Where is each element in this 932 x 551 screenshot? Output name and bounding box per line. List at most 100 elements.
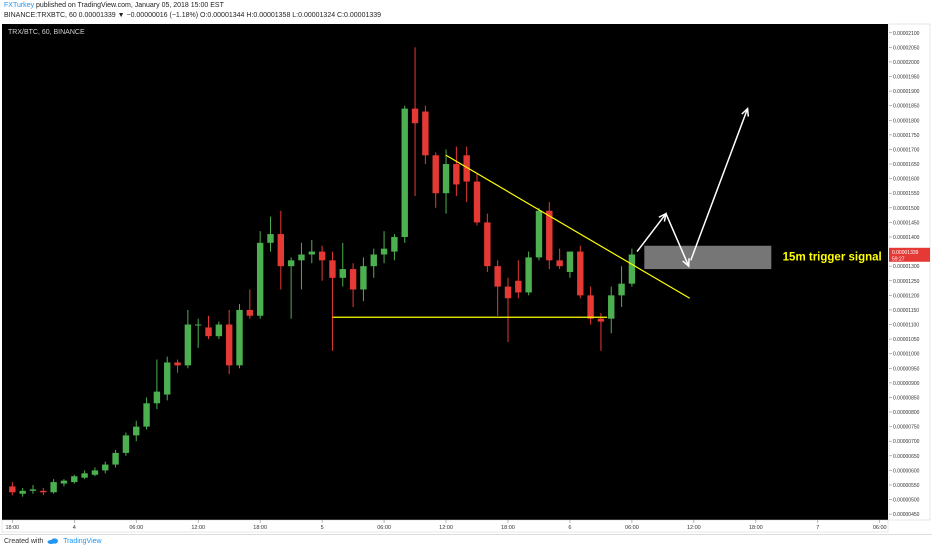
candle-body bbox=[628, 254, 636, 284]
candle-body bbox=[153, 391, 161, 404]
y-tick-label: 0.00001800 bbox=[893, 118, 920, 124]
candle-body bbox=[19, 490, 26, 494]
x-tick-label: 12:00 bbox=[191, 525, 205, 531]
y-tick-label: 0.00001900 bbox=[893, 89, 920, 95]
candle-up bbox=[236, 304, 243, 369]
candle-body bbox=[184, 324, 192, 366]
chart-header: FXTurkey published on TradingView.com, J… bbox=[0, 0, 932, 22]
candle-down bbox=[205, 315, 212, 340]
candle-down bbox=[515, 260, 522, 299]
y-tick-label: 0.00001500 bbox=[893, 206, 920, 212]
candle-body bbox=[535, 210, 543, 258]
candle-up bbox=[133, 420, 140, 442]
y-tick-label: 0.00001450 bbox=[893, 220, 920, 226]
candle-up bbox=[184, 309, 192, 369]
candle-body bbox=[391, 236, 398, 252]
trigger-signal-label: 15m trigger signal bbox=[783, 251, 882, 263]
candle-up bbox=[194, 318, 202, 348]
candle-body bbox=[401, 108, 408, 237]
candle-body bbox=[422, 111, 429, 156]
candle-body bbox=[318, 251, 326, 261]
candle-body bbox=[40, 490, 47, 493]
candle-up bbox=[256, 231, 264, 319]
candle-up bbox=[566, 251, 574, 278]
candle-up bbox=[380, 231, 388, 264]
candle-up bbox=[91, 467, 99, 477]
tradingview-brand-link[interactable]: TradingView bbox=[63, 538, 102, 545]
y-tick-label: 0.00001950 bbox=[893, 75, 920, 81]
trigger-zone bbox=[644, 245, 772, 270]
candle-body bbox=[122, 435, 130, 453]
candle-up bbox=[608, 286, 615, 334]
x-tick-label: 7 bbox=[816, 525, 819, 531]
resistance-line bbox=[445, 154, 691, 299]
candle-up bbox=[391, 234, 398, 261]
candle-up bbox=[618, 266, 625, 308]
candle-body bbox=[453, 164, 460, 185]
x-tick-label: 06:00 bbox=[377, 525, 391, 531]
price-chart[interactable]: TRX/BTC, 60, BINANCE 0.00002100 0.00002050… bbox=[0, 22, 932, 534]
y-tick-label: 0.00001600 bbox=[893, 177, 920, 183]
candle-down bbox=[174, 359, 181, 373]
footer: Created with TradingView bbox=[0, 534, 932, 551]
candle-body bbox=[60, 480, 68, 484]
x-tick-label: 18:00 bbox=[5, 525, 19, 531]
chart-panel[interactable]: TRX/BTC, 60, BINANCE 0.00002100 0.00002050… bbox=[0, 22, 932, 534]
y-tick-label: 0.00000750 bbox=[893, 425, 920, 431]
candle-body bbox=[91, 470, 99, 475]
x-tick-label: 4 bbox=[73, 525, 76, 531]
candle-up bbox=[112, 449, 119, 468]
candle-up bbox=[153, 359, 161, 410]
candle-body bbox=[442, 164, 450, 194]
x-tick-label: 06:00 bbox=[625, 525, 639, 531]
y-tick-label: 0.00000500 bbox=[893, 498, 920, 504]
candle-body bbox=[236, 309, 243, 366]
candle-up bbox=[535, 207, 543, 261]
candle-body bbox=[360, 266, 367, 290]
candle-up bbox=[164, 356, 171, 401]
projection-arrow-shaft bbox=[690, 108, 749, 261]
candle-down bbox=[577, 245, 584, 299]
y-tick-label: 0.00000550 bbox=[893, 483, 920, 489]
candle-body bbox=[194, 324, 202, 326]
candle-up bbox=[267, 216, 274, 252]
candle-body bbox=[515, 280, 522, 293]
author-link[interactable]: FXTurkey bbox=[4, 2, 35, 9]
candle-body bbox=[267, 234, 274, 243]
candle-body bbox=[287, 260, 295, 267]
x-tick-label: 5 bbox=[321, 525, 324, 531]
candle-down bbox=[494, 260, 501, 316]
candle-down bbox=[556, 248, 563, 270]
candle-body bbox=[133, 426, 140, 436]
candle-up bbox=[50, 479, 57, 494]
candle-body bbox=[143, 403, 150, 427]
candle-down bbox=[453, 146, 460, 197]
candle-up bbox=[143, 397, 150, 430]
y-tick-label: 0.00000450 bbox=[893, 512, 920, 518]
candle-up bbox=[442, 149, 450, 214]
candle-up bbox=[339, 242, 346, 287]
candle-down bbox=[463, 146, 470, 202]
time-axis bbox=[1, 519, 889, 533]
candle-body bbox=[329, 260, 336, 278]
candle-down bbox=[432, 152, 439, 208]
x-tick-label: 18:00 bbox=[501, 525, 515, 531]
y-tick-label: 0.00001200 bbox=[893, 293, 920, 299]
candle-down bbox=[546, 201, 553, 270]
projection-arrowhead bbox=[741, 106, 750, 117]
candle-body bbox=[525, 257, 532, 293]
candle-body bbox=[50, 482, 57, 493]
y-tick-label: 0.00000650 bbox=[893, 454, 920, 460]
candle-body bbox=[9, 486, 16, 493]
y-tick-label: 0.00000850 bbox=[893, 395, 920, 401]
candle-body bbox=[102, 464, 109, 471]
candle-body bbox=[484, 222, 491, 267]
candle-body bbox=[494, 266, 501, 287]
candle-body bbox=[164, 362, 171, 395]
candle-body bbox=[71, 476, 78, 483]
candle-up bbox=[308, 239, 315, 264]
y-tick-label: 0.00001700 bbox=[893, 147, 920, 153]
candle-up bbox=[287, 257, 295, 319]
y-tick-label: 0.00001000 bbox=[893, 352, 920, 358]
projection-arrow-shaft bbox=[636, 213, 667, 253]
